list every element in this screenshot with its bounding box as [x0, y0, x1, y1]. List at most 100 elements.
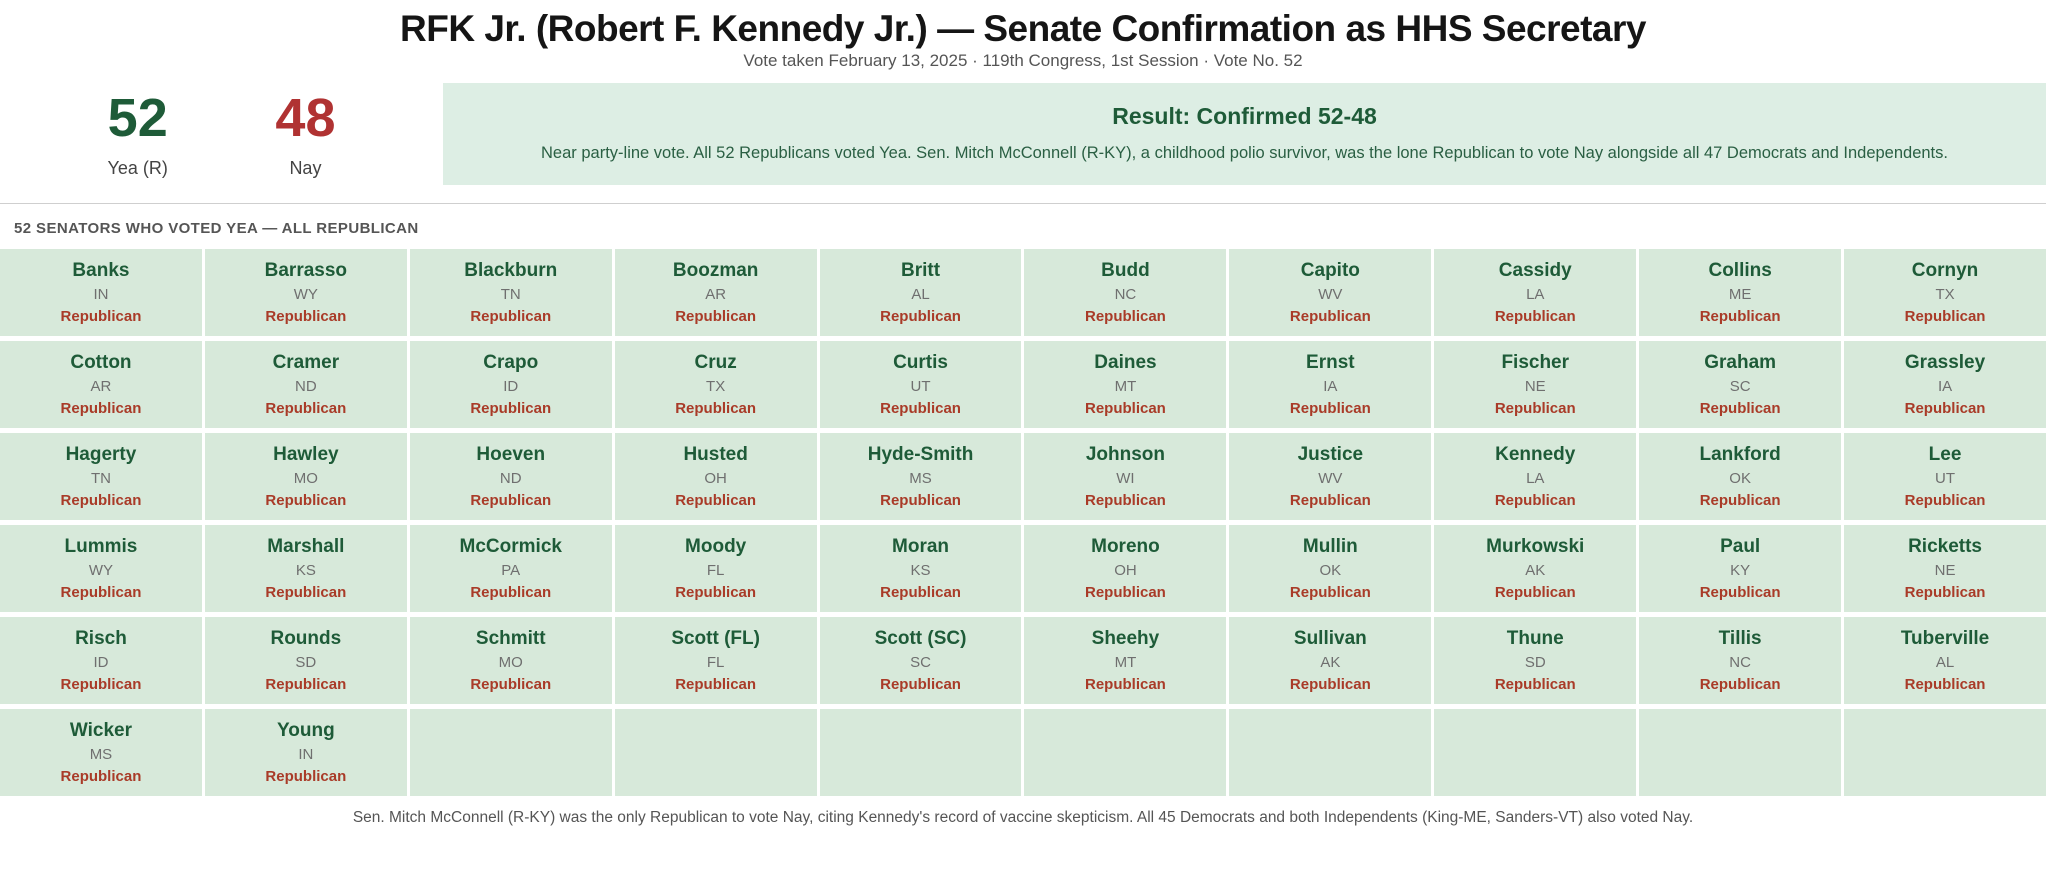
senator-state: WV: [1318, 286, 1343, 304]
senator-cell: Young IN Republican: [204, 708, 407, 796]
senator-name: Britt: [901, 259, 941, 281]
senator-party: Republican: [1085, 583, 1166, 601]
senator-cell: Crapo ID Republican: [409, 340, 612, 428]
senator-party: Republican: [1699, 583, 1781, 601]
senator-name: Barrasso: [264, 259, 348, 281]
senator-state: WV: [1318, 470, 1343, 488]
page-title: RFK Jr. (Robert F. Kennedy Jr.) — Senate…: [400, 8, 1646, 49]
senator-state: AK: [1525, 562, 1546, 580]
senator-cell: Blackburn TN Republican: [409, 248, 612, 336]
yea-stat: 52 Yea (R): [107, 87, 168, 179]
senator-name: Husted: [683, 443, 748, 465]
senator-name: Murkowski: [1486, 535, 1585, 557]
senator-cell: Moreno OH Republican: [1024, 524, 1227, 612]
senator-state: UT: [910, 378, 931, 396]
senator-state: TN: [500, 286, 521, 304]
senator-name: Lankford: [1699, 443, 1781, 465]
senator-cell: Husted OH Republican: [614, 432, 817, 520]
senator-state: LA: [1526, 470, 1545, 488]
senator-state: ND: [499, 470, 522, 488]
senator-name: Wicker: [69, 719, 133, 741]
page-header: RFK Jr. (Robert F. Kennedy Jr.) — Senate…: [0, 0, 2046, 71]
senator-party: Republican: [265, 767, 347, 785]
empty-cell: [1844, 708, 2046, 796]
senator-state: PA: [501, 562, 521, 580]
senator-cell: Lummis WY Republican: [0, 524, 202, 612]
senator-name: Johnson: [1085, 443, 1166, 465]
senator-cell: Lee UT Republican: [1844, 432, 2046, 520]
senator-state: ID: [503, 378, 519, 396]
yea-section-heading: 52 SENATORS WHO VOTED YEA — ALL REPUBLIC…: [14, 219, 419, 237]
senator-name: Curtis: [893, 351, 948, 373]
senator-name: Boozman: [672, 259, 759, 281]
senator-state: MS: [89, 746, 113, 764]
senator-party: Republican: [470, 675, 552, 693]
senator-state: AL: [911, 286, 930, 304]
senator-state: OH: [704, 470, 727, 488]
senator-name: Hoeven: [476, 443, 546, 465]
senator-party: Republican: [1904, 491, 1986, 509]
senator-name: Cornyn: [1911, 259, 1979, 281]
senator-cell: Sullivan AK Republican: [1229, 616, 1432, 704]
senator-name: Daines: [1094, 351, 1157, 373]
senator-state: UT: [1935, 470, 1956, 488]
senator-state: MT: [1114, 378, 1137, 396]
empty-cell: [1229, 708, 1432, 796]
senator-name: Cruz: [694, 351, 737, 373]
senator-state: ND: [295, 378, 317, 396]
senator-state: AR: [705, 286, 727, 304]
senator-cell: Banks IN Republican: [0, 248, 202, 336]
senator-name: Moreno: [1091, 535, 1160, 557]
senator-name: Graham: [1704, 351, 1777, 373]
senator-party: Republican: [1699, 399, 1781, 417]
senator-party: Republican: [1904, 399, 1986, 417]
senator-party: Republican: [1904, 583, 1986, 601]
empty-cell: [1639, 708, 1842, 796]
senator-party: Republican: [60, 583, 142, 601]
senator-party: Republican: [1494, 491, 1576, 509]
senator-state: AK: [1320, 654, 1341, 672]
senator-name: Tuberville: [1900, 627, 1990, 649]
senator-cell: Hagerty TN Republican: [0, 432, 202, 520]
senator-party: Republican: [60, 767, 142, 785]
yea-grid: Banks IN Republican Barrasso WY Republican Bla…: [0, 248, 2046, 796]
senator-party: Republican: [1289, 399, 1371, 417]
senator-state: NC: [1114, 286, 1137, 304]
senator-cell: Boozman AR Republican: [614, 248, 817, 336]
senator-name: Marshall: [267, 535, 345, 557]
senator-cell: Justice WV Republican: [1229, 432, 1432, 520]
senator-party: Republican: [1289, 307, 1371, 325]
senator-name: Cassidy: [1498, 259, 1572, 281]
senator-party: Republican: [880, 399, 961, 417]
yea-count: 52: [107, 87, 168, 148]
empty-cell: [819, 708, 1022, 796]
senator-cell: Sheehy MT Republican: [1024, 616, 1227, 704]
senator-state: NE: [1934, 562, 1956, 580]
senator-state: OK: [1319, 562, 1342, 580]
senator-name: Fischer: [1501, 351, 1570, 373]
senator-state: LA: [1526, 286, 1545, 304]
senator-cell: Ricketts NE Republican: [1844, 524, 2046, 612]
senator-state: FL: [706, 562, 725, 580]
senator-party: Republican: [1289, 491, 1371, 509]
senator-party: Republican: [470, 491, 552, 509]
vote-meta: Vote taken February 13, 2025 · 119th Con…: [743, 51, 1303, 70]
senator-name: Ricketts: [1908, 535, 1982, 557]
senator-name: Rounds: [270, 627, 342, 649]
senator-name: Moran: [892, 535, 950, 557]
senator-cell: Tuberville AL Republican: [1844, 616, 2046, 704]
senator-state: MT: [1114, 654, 1137, 672]
senator-cell: Moody FL Republican: [614, 524, 817, 612]
senator-cell: Scott (SC) SC Republican: [819, 616, 1022, 704]
senator-party: Republican: [265, 399, 347, 417]
senator-cell: Ernst IA Republican: [1229, 340, 1432, 428]
senator-party: Republican: [60, 491, 142, 509]
senator-party: Republican: [880, 583, 961, 601]
senator-party: Republican: [1289, 675, 1371, 693]
senator-cell: Barrasso WY Republican: [204, 248, 407, 336]
senator-name: Grassley: [1904, 351, 1986, 373]
senator-state: SD: [1524, 654, 1546, 672]
section-divider: [0, 202, 2046, 204]
footer-note: Sen. Mitch McConnell (R-KY) was the only…: [352, 808, 1694, 826]
